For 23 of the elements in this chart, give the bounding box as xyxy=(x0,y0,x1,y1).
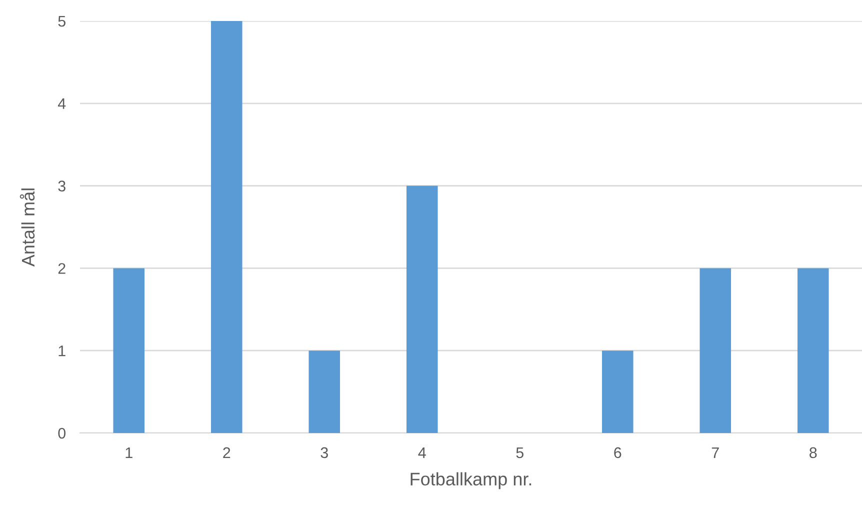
x-tick-label: 7 xyxy=(712,447,719,458)
y-tick-label: 1 xyxy=(58,346,66,356)
bar xyxy=(406,186,438,433)
x-axis-title: Fotballkamp nr. xyxy=(410,472,532,490)
y-tick-label: 3 xyxy=(58,180,66,192)
x-tick-label: 2 xyxy=(223,447,230,458)
bar xyxy=(210,21,242,433)
x-tick-label: 5 xyxy=(516,447,524,458)
bar xyxy=(308,350,340,433)
y-axis-title: Antall mål xyxy=(20,188,35,267)
x-tick-label: 4 xyxy=(418,447,426,458)
x-tick-label: 1 xyxy=(126,447,132,458)
bar xyxy=(700,268,732,433)
bar xyxy=(602,350,634,433)
y-tick-label: 4 xyxy=(58,98,66,109)
bar xyxy=(113,268,145,433)
x-tick-label: 3 xyxy=(320,447,328,458)
x-tick-label: 8 xyxy=(810,447,817,458)
x-tick-label: 6 xyxy=(614,447,622,458)
y-tick-label: 5 xyxy=(58,16,66,27)
bar xyxy=(797,268,829,433)
y-tick-label: 0 xyxy=(58,428,66,439)
y-tick-label: 2 xyxy=(58,263,66,274)
